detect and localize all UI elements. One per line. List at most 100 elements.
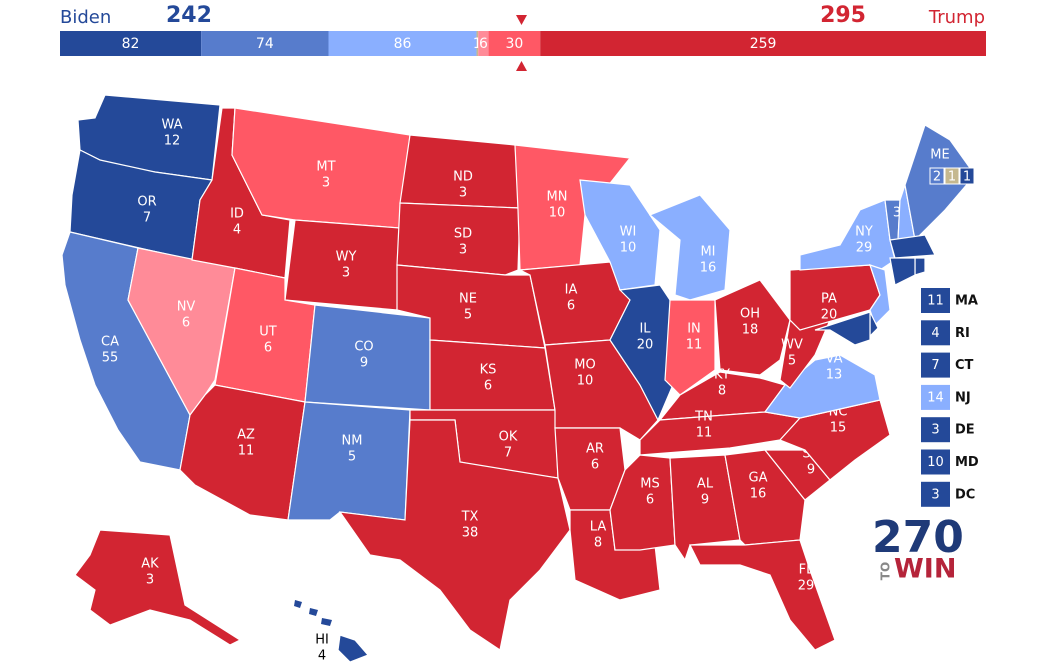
state-box	[921, 384, 950, 410]
box-abbr: DC	[955, 487, 975, 502]
state-abbr: NE	[459, 292, 477, 307]
state-votes: 8	[594, 536, 602, 551]
state-votes: 9	[807, 463, 815, 478]
state-abbr: WI	[620, 225, 637, 240]
state-votes: 18	[742, 323, 759, 338]
segment-label: 259	[750, 36, 777, 52]
segment-label: 82	[122, 36, 140, 52]
state-abbr: MO	[574, 358, 595, 373]
state-abbr: IN	[687, 322, 701, 337]
tally-segment	[488, 31, 541, 56]
state-votes: 13	[826, 368, 843, 383]
box-abbr: NJ	[955, 390, 971, 405]
state-abbr: HI	[315, 633, 329, 648]
state	[309, 608, 318, 616]
state-votes: 10	[620, 241, 637, 256]
box-votes: 11	[927, 294, 944, 309]
box-abbr: RI	[955, 326, 970, 341]
district-votes: 1	[963, 170, 971, 185]
box-abbr: MD	[955, 455, 979, 470]
district-box	[959, 167, 975, 185]
candidate-votes: 295	[820, 3, 866, 28]
state-votes: 9	[360, 356, 368, 371]
state-box	[921, 481, 950, 507]
state-abbr: WV	[781, 338, 803, 353]
state-abbr: UT	[259, 325, 277, 340]
state-votes: 16	[750, 487, 767, 502]
state-votes: 15	[830, 421, 847, 436]
majority-marker	[516, 61, 527, 71]
state	[889, 234, 936, 259]
state-box	[921, 352, 950, 378]
state-abbr: CO	[354, 340, 373, 355]
state-abbr: LA	[590, 520, 607, 535]
state-votes: 5	[348, 450, 356, 465]
state-votes: 16	[700, 261, 717, 276]
state-votes: 6	[182, 316, 190, 331]
state-votes: 3	[342, 266, 350, 281]
state-abbr: NY	[855, 225, 873, 240]
state-abbr: AZ	[237, 428, 255, 443]
state-abbr: IA	[565, 283, 578, 298]
state-votes: 11	[696, 426, 713, 441]
district-box	[944, 167, 960, 185]
district-votes: 1	[948, 170, 956, 185]
tally-segment	[476, 31, 479, 56]
state-abbr: FL	[799, 563, 814, 578]
district-box	[929, 167, 945, 185]
state-votes: 29	[856, 241, 873, 256]
state-abbr: MT	[316, 160, 335, 175]
majority-marker	[516, 15, 527, 25]
state-votes: 3	[146, 573, 154, 588]
state-votes: 11	[238, 444, 255, 459]
state-votes: 6	[567, 299, 575, 314]
state-abbr: TX	[461, 510, 479, 525]
state-votes: 3	[459, 186, 467, 201]
state-votes: 9	[701, 493, 709, 508]
tally-bar: Biden 242 Trump 295 82 74 86 16 30 259	[60, 3, 986, 56]
state-votes: 3	[459, 243, 467, 258]
state-votes: 12	[164, 134, 181, 149]
logo-to: TO	[879, 562, 893, 580]
state-abbr: MN	[547, 190, 568, 205]
state-abbr: IL	[639, 322, 651, 337]
state-votes: 6	[591, 458, 599, 473]
state-abbr: WA	[161, 118, 182, 133]
segment-label: 1	[473, 36, 482, 52]
state-abbr: WY	[336, 250, 357, 265]
state-votes: 20	[821, 308, 838, 323]
state	[814, 311, 871, 346]
state-votes: 7	[143, 211, 151, 226]
state-votes: 20	[637, 338, 654, 353]
state	[74, 529, 242, 646]
tally-segment	[60, 31, 202, 56]
box-votes: 10	[927, 455, 944, 470]
candidate-votes: 242	[166, 3, 212, 28]
state-votes: 6	[264, 341, 272, 356]
box-abbr: MA	[955, 294, 978, 309]
state-abbr: PA	[821, 292, 837, 307]
state-box	[921, 449, 950, 475]
state-votes: 10	[549, 206, 566, 221]
tally-segment	[201, 31, 329, 56]
state-votes: 7	[504, 446, 512, 461]
state-votes: 3	[322, 176, 330, 191]
state-abbr: VA	[826, 352, 843, 367]
district-votes: 2	[933, 170, 941, 185]
state	[914, 257, 926, 276]
state-votes: 4	[233, 223, 241, 238]
segment-label: 30	[505, 36, 523, 52]
state-abbr: AK	[141, 557, 159, 572]
state	[609, 454, 676, 551]
state-abbr: ID	[230, 207, 244, 222]
state	[648, 194, 731, 301]
state-votes: 6	[646, 493, 654, 508]
state-votes: 5	[788, 354, 796, 369]
tally-segment	[478, 31, 489, 56]
state-abbr: AL	[697, 477, 714, 492]
tally-segment	[540, 31, 986, 56]
state-box	[921, 288, 950, 313]
state-abbr: ND	[453, 170, 473, 185]
state-abbr: OK	[499, 430, 518, 445]
